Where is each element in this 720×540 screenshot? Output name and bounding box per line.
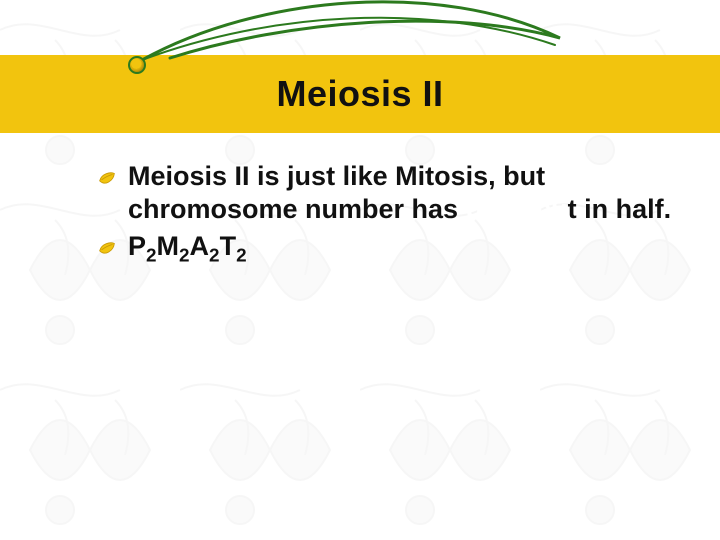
formula-sub: 2	[179, 245, 190, 266]
text-segment: t in half.	[568, 194, 672, 224]
leaf-bullet-icon	[96, 238, 118, 260]
bullet-item: P2M2A2T2	[96, 230, 690, 267]
dot-accent-icon	[128, 56, 146, 74]
bullet-formula: P2M2A2T2	[128, 230, 247, 267]
formula-sub: 2	[146, 245, 157, 266]
formula-sub: 2	[236, 245, 247, 266]
formula-char: T	[220, 231, 237, 261]
bullet-item: Meiosis II is just like Mitosis, but chr…	[96, 160, 690, 226]
formula-char: M	[157, 231, 180, 261]
bullet-text: Meiosis II is just like Mitosis, but chr…	[128, 160, 688, 226]
content-area: Meiosis II is just like Mitosis, but chr…	[96, 160, 690, 271]
formula-sub: 2	[209, 245, 220, 266]
blank-segment: been cu	[466, 194, 568, 224]
formula-char: P	[128, 231, 146, 261]
formula-char: A	[190, 231, 210, 261]
title-band: Meiosis II	[0, 55, 720, 133]
leaf-bullet-icon	[96, 168, 118, 190]
slide-title: Meiosis II	[276, 73, 443, 115]
